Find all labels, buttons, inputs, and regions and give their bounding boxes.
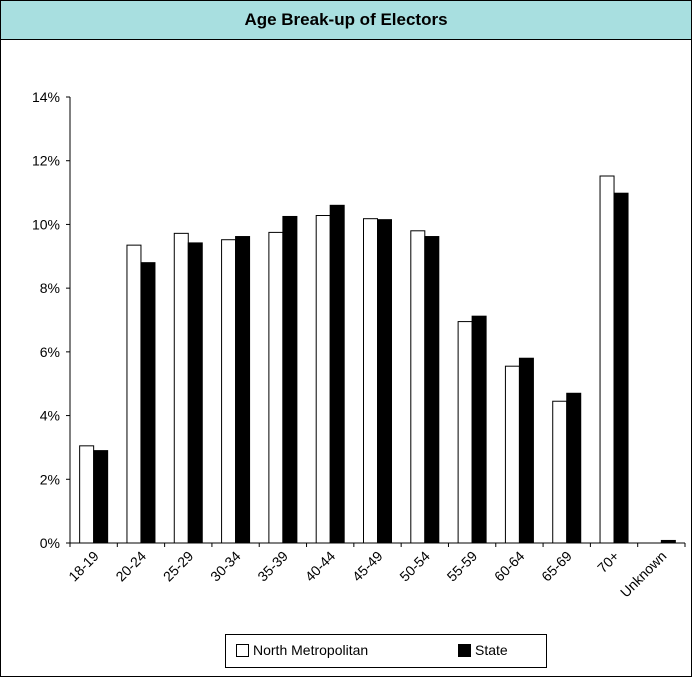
bar-state — [93, 450, 109, 544]
legend-swatch-state — [458, 643, 471, 657]
x-tick-label: 65-69 — [538, 548, 575, 585]
legend-item-north-metropolitan: North Metropolitan — [236, 642, 368, 658]
bar-north-metropolitan — [173, 232, 189, 544]
x-tick-label: 18-19 — [65, 548, 102, 585]
bar-north-metropolitan — [79, 445, 95, 544]
x-tick-label: 45-49 — [349, 548, 386, 585]
bar-state — [424, 236, 440, 544]
y-tick-label: 2% — [40, 471, 60, 487]
x-tick-label: 20-24 — [112, 548, 149, 585]
y-tick-label: 6% — [40, 344, 60, 360]
y-tick-label: 10% — [32, 216, 60, 232]
legend-label-north-metropolitan: North Metropolitan — [253, 642, 369, 658]
bar-north-metropolitan — [599, 175, 615, 544]
x-tick-label: 35-39 — [254, 548, 291, 585]
bar-north-metropolitan — [552, 400, 568, 544]
y-tick-label: 12% — [32, 153, 60, 169]
x-tick-label: 25-29 — [160, 548, 197, 585]
bar-state — [518, 357, 534, 544]
bar-north-metropolitan — [315, 215, 331, 544]
bar-north-metropolitan — [504, 365, 520, 544]
x-tick-label: Unknown — [617, 548, 670, 601]
bar-north-metropolitan — [221, 239, 237, 544]
y-tick-label: 14% — [32, 89, 60, 105]
bar-north-metropolitan — [363, 218, 378, 544]
bar-north-metropolitan — [268, 231, 284, 544]
x-tick-label: 70+ — [594, 548, 622, 576]
y-tick-label: 4% — [40, 408, 60, 424]
bar-north-metropolitan — [457, 321, 473, 544]
bar-state — [329, 204, 345, 544]
chart-title-bar: Age Break-up of Electors — [1, 1, 691, 40]
bar-state — [140, 262, 156, 544]
bar-north-metropolitan — [126, 244, 142, 544]
legend-label-state: State — [475, 642, 508, 658]
bar-state — [471, 315, 487, 544]
bar-state — [187, 242, 203, 544]
x-tick-label: 30-34 — [207, 548, 244, 585]
chart-title: Age Break-up of Electors — [244, 10, 448, 29]
y-tick-label: 8% — [40, 280, 60, 296]
y-tick-label: 0% — [40, 535, 60, 551]
bar-state — [282, 215, 298, 544]
legend-item-state: State — [458, 642, 508, 658]
bar-north-metropolitan — [410, 230, 426, 544]
x-tick-label: 50-54 — [396, 548, 433, 585]
legend-swatch-north-metropolitan — [236, 643, 249, 657]
bar-state — [377, 219, 392, 544]
bar-state — [566, 392, 582, 544]
chart-legend: North Metropolitan State — [225, 634, 547, 668]
x-tick-label: 40-44 — [302, 548, 339, 585]
x-tick-label: 60-64 — [491, 548, 528, 585]
bar-state — [613, 192, 629, 544]
x-tick-label: 55-59 — [444, 548, 481, 585]
bar-state — [235, 236, 251, 544]
bar-state — [660, 539, 676, 544]
